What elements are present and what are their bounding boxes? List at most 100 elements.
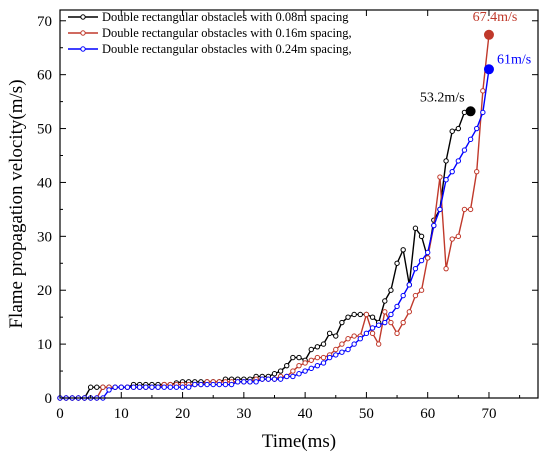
series-3-point [192, 381, 198, 388]
series-3-point [326, 354, 333, 361]
series-1-point [277, 368, 284, 374]
series-2-point [369, 330, 376, 337]
x-tick-label: 0 [56, 406, 64, 422]
series-3-point [222, 381, 229, 388]
series-3-point [198, 381, 204, 388]
series-3-point [130, 384, 137, 390]
series-2-point [400, 319, 406, 326]
series-3-point [112, 384, 118, 390]
series-3-point [449, 168, 455, 175]
series-1-peak-marker [465, 106, 476, 117]
series-1-point [388, 287, 394, 293]
y-tick-label: 40 [37, 175, 52, 191]
series-1-point [87, 384, 94, 390]
series-1-point [308, 346, 314, 353]
series-1-point [394, 260, 400, 266]
series-3-point [467, 136, 474, 143]
series-3-point [216, 381, 223, 388]
y-tick-label: 0 [45, 391, 53, 407]
series-3-point [394, 303, 400, 310]
series-2-point [375, 341, 382, 347]
series-2-point [455, 233, 462, 240]
series-3-point [375, 322, 382, 328]
series-3-point [284, 373, 290, 380]
series-2-point [308, 357, 314, 363]
legend-marker-2 [80, 30, 86, 36]
series-3-point [167, 384, 174, 390]
series-3-point [431, 222, 437, 229]
series-3-point [480, 109, 486, 116]
series-3-point [345, 346, 351, 353]
series-3-point [418, 257, 425, 264]
y-tick-label: 50 [37, 122, 52, 138]
series-3-point [455, 158, 462, 164]
x-axis-title: Time(ms) [262, 431, 336, 452]
series-1-point [320, 341, 327, 347]
series-2-point [437, 174, 443, 180]
series-2-point [449, 236, 455, 242]
y-tick-label: 10 [37, 337, 52, 353]
series-3-point [400, 292, 406, 299]
series-3-point [235, 379, 241, 385]
y-axis-title: Flame propagation velocity(m/s) [6, 79, 27, 328]
series-1-point [382, 298, 388, 304]
series-2-point [474, 168, 480, 175]
y-tick-label: 30 [37, 229, 52, 245]
series-3-point [253, 379, 259, 385]
x-tick-label: 50 [359, 406, 374, 422]
peak-annotation-2: 67.4m/s [473, 10, 518, 25]
series-3-point [265, 376, 272, 382]
series-3-point [161, 384, 167, 390]
series-3-point [271, 376, 278, 382]
plot-frame [59, 9, 539, 399]
series-1-point [296, 354, 302, 361]
series-3-point [308, 365, 314, 372]
series-3-point [149, 384, 155, 390]
legend-label-2: Double rectangular obstacles with 0.16m … [102, 26, 352, 40]
series-2-point [100, 384, 106, 390]
legend: Double rectangular obstacles with 0.08m … [68, 10, 352, 56]
series-2-peak-marker [483, 29, 494, 40]
y-tick-label: 70 [37, 14, 52, 30]
series-3-point [351, 341, 357, 347]
series-3-point [302, 368, 308, 374]
series-2-point [467, 206, 474, 213]
series-1-point [339, 319, 345, 326]
series-1-point [314, 344, 321, 350]
series-3-point [106, 387, 112, 393]
series-3-point [320, 360, 327, 366]
series-3-point [443, 177, 449, 183]
series-3-point [314, 362, 321, 369]
x-tick-label: 20 [175, 406, 190, 422]
series-3-point [424, 249, 431, 256]
series-2-point [412, 292, 419, 299]
series-2-point [339, 341, 345, 347]
legend-label-3: Double rectangular obstacles with 0.24m … [102, 42, 352, 56]
series-3-point [296, 371, 302, 377]
series-1-point [326, 330, 333, 337]
series-2-point [290, 368, 296, 374]
series-1-point [357, 311, 363, 318]
series-3-point [185, 384, 192, 390]
y-tick-label: 60 [37, 68, 52, 84]
series-3-point [118, 384, 124, 390]
axes: 0 10 20 30 40 50 60 70 0 10 20 30 40 50 60 70 [37, 9, 539, 422]
series-3-point [357, 336, 363, 342]
series-2-point [333, 346, 339, 353]
series-line-1 [60, 110, 471, 399]
series-3-point [461, 147, 468, 153]
series-3-point [412, 265, 419, 272]
series-1-point [418, 233, 425, 240]
series-1-point [455, 125, 462, 132]
series-1-point [333, 333, 339, 339]
series-3-point [155, 384, 161, 390]
series-3-point [210, 381, 216, 388]
series-3-point [259, 376, 265, 382]
series-3-point [339, 349, 345, 355]
series-3-point [241, 379, 247, 385]
peak-annotation-1: 53.2m/s [420, 90, 465, 105]
series-2-point [345, 336, 351, 342]
plot-area [57, 29, 494, 401]
